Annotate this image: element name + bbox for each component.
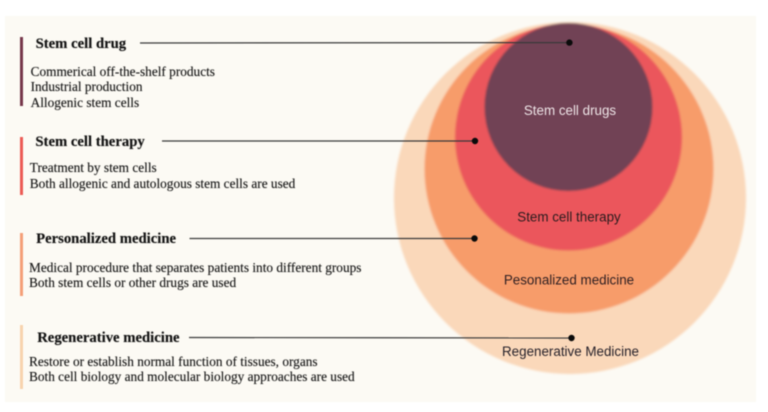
svg-text:Stem cell therapy: Stem cell therapy [517, 210, 621, 225]
svg-text:Regenerative Medicine: Regenerative Medicine [502, 344, 639, 359]
svg-text:Pesonalized medicine: Pesonalized medicine [504, 273, 634, 288]
svg-text:Stem cell drugs: Stem cell drugs [524, 103, 617, 118]
